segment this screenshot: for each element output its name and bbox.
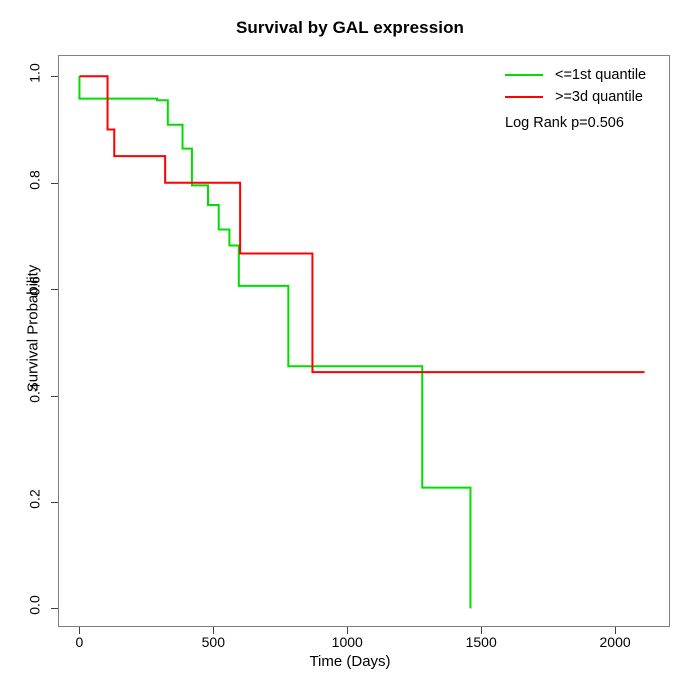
y-tick-mark [51, 608, 58, 610]
y-axis-label: Survival Probability [24, 264, 42, 393]
x-tick-mark [347, 627, 349, 634]
x-tick-mark [213, 627, 215, 634]
y-tick-label: 1.0 [26, 63, 43, 84]
log-rank-pvalue: Log Rank p=0.506 [505, 115, 624, 131]
series-line-2 [79, 75, 645, 374]
y-tick-label: 0.2 [26, 489, 43, 509]
y-tick-mark [51, 182, 58, 184]
x-tick-label: 0 [75, 634, 84, 650]
x-tick-mark [79, 627, 81, 634]
plot-canvas [78, 75, 645, 609]
x-tick-label: 1000 [331, 634, 363, 650]
y-tick-mark [51, 76, 58, 78]
y-tick-mark [51, 289, 58, 291]
legend-swatch-group2 [505, 96, 543, 98]
y-tick-mark [51, 395, 58, 397]
chart-title: Survival by GAL expression [235, 18, 465, 37]
series-layer [78, 75, 645, 609]
x-tick-mark [615, 627, 617, 634]
legend-item-group1: <=1st quantile [505, 64, 685, 86]
series-line-1 [78, 76, 472, 609]
x-tick-mark [481, 627, 483, 634]
legend-label-group2: >=3d quantile [555, 89, 643, 105]
x-tick-label: 1500 [465, 634, 497, 650]
y-tick-mark [51, 501, 58, 503]
y-tick-label: 0.0 [26, 595, 43, 616]
plot-frame [58, 55, 670, 627]
legend-item-group2: >=3d quantile [505, 86, 685, 108]
x-axis-label: Time (Days) [309, 653, 391, 670]
y-tick-label: 0.8 [26, 169, 43, 190]
chart-legend: <=1st quantile >=3d quantile [505, 64, 685, 108]
x-tick-label: 2000 [599, 634, 631, 650]
legend-label-group1: <=1st quantile [555, 67, 647, 83]
x-tick-label: 500 [201, 634, 225, 650]
legend-swatch-group1 [505, 74, 543, 76]
